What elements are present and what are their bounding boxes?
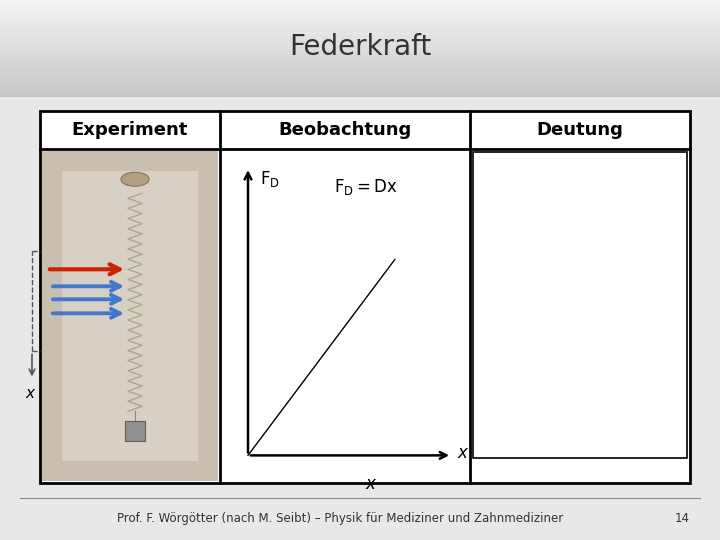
Bar bbox=[0, 58, 720, 63]
Bar bbox=[0, 19, 720, 24]
Bar bbox=[0, 73, 720, 78]
Bar bbox=[473, 152, 687, 458]
Bar bbox=[0, 83, 720, 87]
Bar bbox=[0, 24, 720, 29]
Bar bbox=[0, 34, 720, 39]
Bar bbox=[0, 92, 720, 97]
Text: x: x bbox=[25, 386, 35, 401]
Bar bbox=[0, 10, 720, 15]
Text: Prof. F. Wörgötter (nach M. Seibt) – Physik für Mediziner und Zahnmediziner: Prof. F. Wörgötter (nach M. Seibt) – Phy… bbox=[117, 512, 563, 525]
Text: Experiment: Experiment bbox=[72, 121, 188, 139]
Bar bbox=[0, 15, 720, 19]
Text: 14: 14 bbox=[675, 512, 690, 525]
Text: $\mathregular{F_D}$: $\mathregular{F_D}$ bbox=[260, 169, 280, 189]
Bar bbox=[42, 151, 218, 481]
Bar bbox=[0, 53, 720, 58]
Bar bbox=[0, 63, 720, 68]
Text: Beobachtung: Beobachtung bbox=[279, 121, 412, 139]
Text: $\mathregular{F_D = Dx}$: $\mathregular{F_D = Dx}$ bbox=[333, 177, 397, 197]
Text: Federkraft: Federkraft bbox=[289, 32, 431, 60]
Ellipse shape bbox=[121, 172, 149, 186]
Bar bbox=[0, 78, 720, 83]
Bar bbox=[0, 44, 720, 49]
Bar bbox=[0, 49, 720, 53]
Bar bbox=[62, 171, 198, 461]
Bar bbox=[0, 29, 720, 34]
Bar bbox=[0, 87, 720, 92]
Bar bbox=[0, 0, 720, 5]
Bar bbox=[125, 421, 145, 441]
Bar bbox=[0, 5, 720, 10]
Text: x: x bbox=[365, 475, 375, 494]
Text: Deutung: Deutung bbox=[536, 121, 624, 139]
Bar bbox=[0, 39, 720, 44]
Text: x: x bbox=[457, 444, 467, 462]
Bar bbox=[0, 68, 720, 73]
